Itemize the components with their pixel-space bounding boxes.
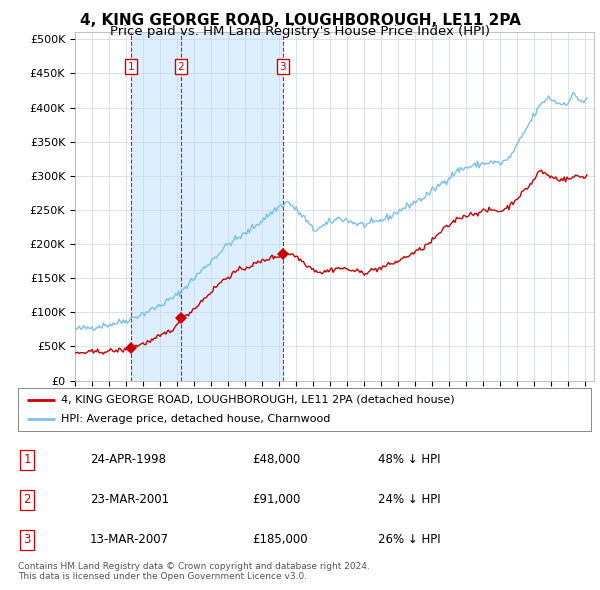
Text: £91,000: £91,000 — [252, 493, 301, 506]
Text: 2: 2 — [178, 61, 184, 71]
Bar — [131, 32, 181, 381]
Text: 4, KING GEORGE ROAD, LOUGHBOROUGH, LE11 2PA (detached house): 4, KING GEORGE ROAD, LOUGHBOROUGH, LE11 … — [61, 395, 455, 405]
Text: Price paid vs. HM Land Registry's House Price Index (HPI): Price paid vs. HM Land Registry's House … — [110, 25, 490, 38]
Text: 26% ↓ HPI: 26% ↓ HPI — [378, 533, 440, 546]
Text: 1: 1 — [128, 61, 134, 71]
Text: 3: 3 — [23, 533, 31, 546]
Text: 23-MAR-2001: 23-MAR-2001 — [90, 493, 169, 506]
Text: Contains HM Land Registry data © Crown copyright and database right 2024.
This d: Contains HM Land Registry data © Crown c… — [18, 562, 370, 581]
Text: 48% ↓ HPI: 48% ↓ HPI — [378, 453, 440, 466]
Text: £185,000: £185,000 — [252, 533, 308, 546]
Text: 1: 1 — [23, 453, 31, 466]
Text: 24-APR-1998: 24-APR-1998 — [90, 453, 166, 466]
Text: 2: 2 — [23, 493, 31, 506]
Bar — [181, 32, 283, 381]
Text: HPI: Average price, detached house, Charnwood: HPI: Average price, detached house, Char… — [61, 414, 331, 424]
Text: 13-MAR-2007: 13-MAR-2007 — [90, 533, 169, 546]
Text: 4, KING GEORGE ROAD, LOUGHBOROUGH, LE11 2PA: 4, KING GEORGE ROAD, LOUGHBOROUGH, LE11 … — [80, 13, 520, 28]
Text: £48,000: £48,000 — [252, 453, 300, 466]
Text: 24% ↓ HPI: 24% ↓ HPI — [378, 493, 440, 506]
Text: 3: 3 — [279, 61, 286, 71]
